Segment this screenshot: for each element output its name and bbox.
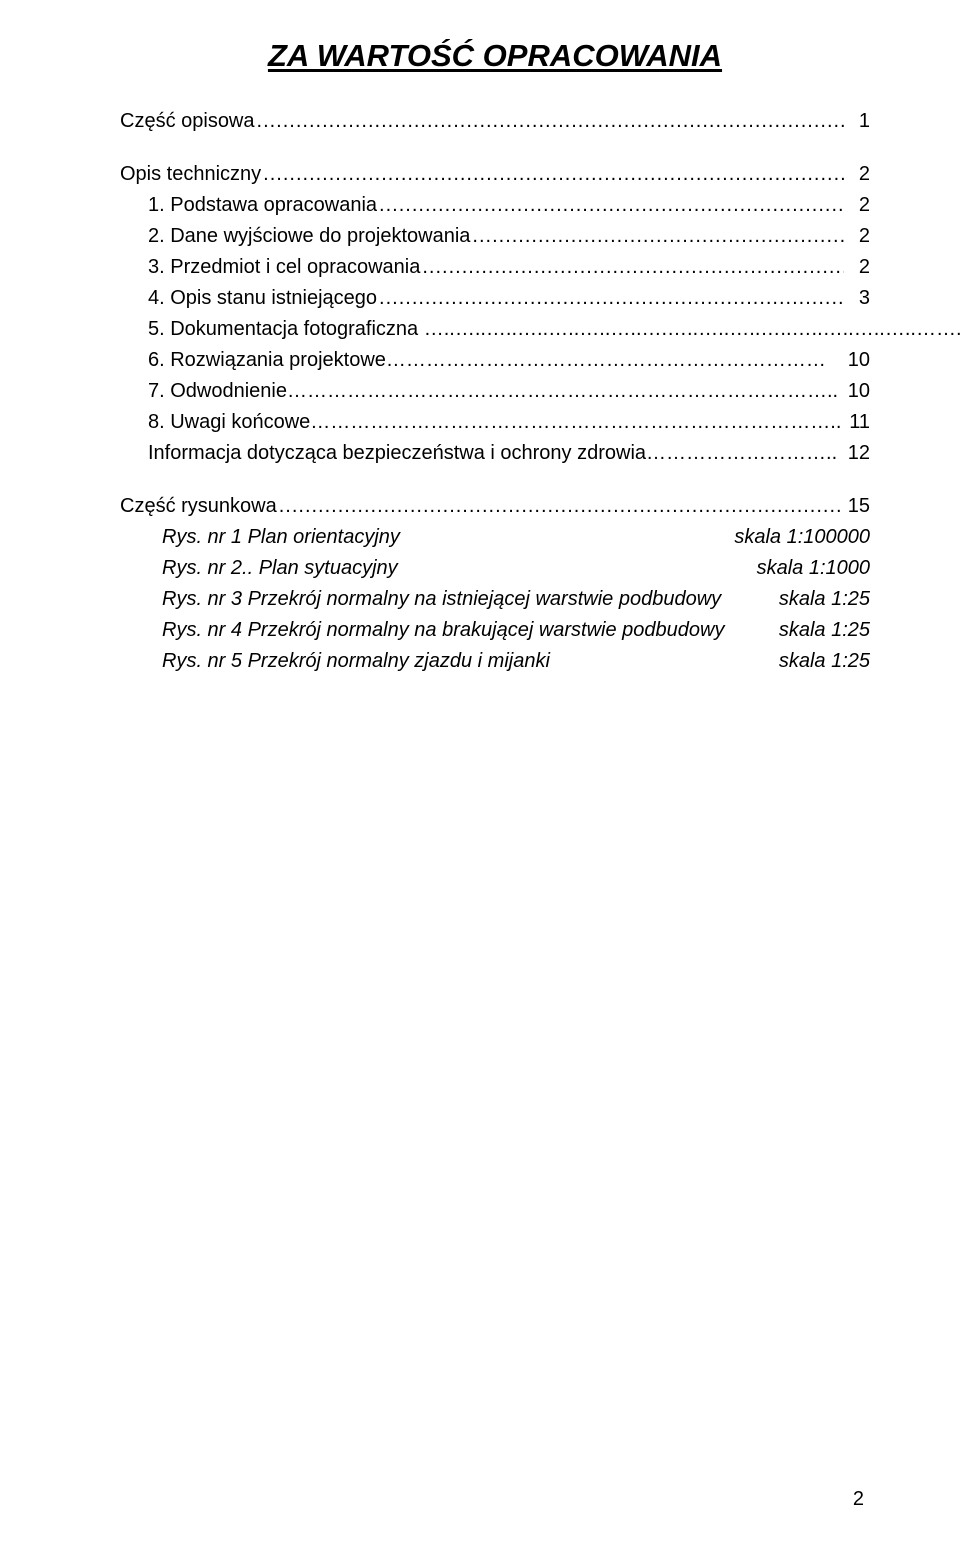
toc-label: Część opisowa [120,106,255,137]
toc-page: 3 [844,283,870,314]
toc-label: 7. Odwodnienie……………………………………………………………………… [148,376,838,407]
toc-leader [277,491,844,522]
toc-leader [377,190,844,221]
toc-page: 1 [844,106,870,137]
drawing-label: Rys. nr 5 Przekrój normalny zjazdu i mij… [162,646,556,677]
toc-label: Opis techniczny [120,159,261,190]
drawings-list: Rys. nr 1 Plan orientacyjny skala 1:10000… [120,522,870,677]
document-page: ZA WARTOŚĆ OPRACOWANIA Część opisowa 1 Opi… [0,0,960,1547]
drawing-scale: skala 1:25 [779,584,870,615]
toc-label: Część rysunkowa [120,491,277,522]
toc-entry: 7. Odwodnienie……………………………………………………………………… [120,376,870,407]
drawing-label: Rys. nr 1 Plan orientacyjny [162,522,406,553]
toc-label: 6. Rozwiązania projektowe………………………………………… [148,345,826,376]
drawing-scale: skala 1:100000 [734,522,870,553]
toc-label: 3. Przedmiot i cel opracowania [148,252,420,283]
toc-page: 2 [844,252,870,283]
drawing-entry: Rys. nr 4 Przekrój normalny na brakujące… [120,615,870,646]
toc-page: 12 [844,438,870,469]
toc-entry: 1. Podstawa opracowania 2 [120,190,870,221]
toc-entry: 4. Opis stanu istniejącego 3 [120,283,870,314]
toc-entry: Opis techniczny 2 [120,159,870,190]
drawing-label: Rys. nr 4 Przekrój normalny na brakujące… [162,615,730,646]
toc-entry: 8. Uwagi końcowe………………………………………………………………… [120,407,870,438]
drawing-entry: Rys. nr 2.. Plan sytuacyjny skala 1:1000 [120,553,870,584]
toc-page: 10 [844,376,870,407]
drawing-scale: skala 1:25 [779,615,870,646]
drawing-entry: Rys. nr 5 Przekrój normalny zjazdu i mij… [120,646,870,677]
toc-entry: 6. Rozwiązania projektowe………………………………………… [120,345,870,376]
drawing-label: Rys. nr 3 Przekrój normalny na istniejąc… [162,584,727,615]
drawing-entry: Rys. nr 1 Plan orientacyjny skala 1:10000… [120,522,870,553]
toc-page: 11 [844,407,870,438]
page-number: 2 [853,1488,864,1511]
toc-entry: Część rysunkowa 15 [120,491,870,522]
drawing-scale: skala 1:25 [779,646,870,677]
toc-page: 2 [844,190,870,221]
toc-leader [261,159,844,190]
toc-entry: 3. Przedmiot i cel opracowania 2 [120,252,870,283]
toc-leader [420,252,844,283]
toc-entry: Informacja dotycząca bezpieczeństwa i oc… [120,438,870,469]
drawing-scale: skala 1:1000 [757,553,870,584]
toc-label: 4. Opis stanu istniejącego [148,283,377,314]
toc-label: 1. Podstawa opracowania [148,190,377,221]
toc-entry: Część opisowa 1 [120,106,870,137]
page-title: ZA WARTOŚĆ OPRACOWANIA [120,38,870,74]
toc-page: 15 [844,491,870,522]
toc-leader [377,283,844,314]
toc-leader [255,106,844,137]
toc-label: 8. Uwagi końcowe………………………………………………………………… [148,407,841,438]
toc-label: 5. Dokumentacja fotograficzna …..…..…..…… [148,314,960,345]
toc-leader [470,221,844,252]
toc-page: 2 [844,221,870,252]
toc-entry: 2. Dane wyjściowe do projektowania 2 [120,221,870,252]
toc-entry: 5. Dokumentacja fotograficzna …..…..…..…… [120,314,870,345]
drawing-entry: Rys. nr 3 Przekrój normalny na istniejąc… [120,584,870,615]
toc-page: 10 [844,345,870,376]
toc-label: Informacja dotycząca bezpieczeństwa i oc… [148,438,837,469]
toc-label: 2. Dane wyjściowe do projektowania [148,221,470,252]
toc-page: 2 [844,159,870,190]
toc-container: Część opisowa1Opis techniczny21. Podstaw… [120,106,870,522]
drawing-label: Rys. nr 2.. Plan sytuacyjny [162,553,404,584]
